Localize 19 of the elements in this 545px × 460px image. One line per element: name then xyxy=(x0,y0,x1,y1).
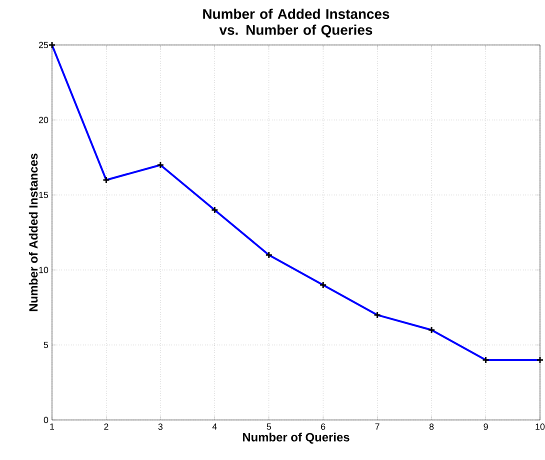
y-tick-label: 10 xyxy=(39,266,48,274)
x-tick-label: 5 xyxy=(266,424,272,430)
y-tick-label: 25 xyxy=(38,42,48,48)
x-tick-label: 8 xyxy=(429,424,434,430)
x-tick-label: 10 xyxy=(536,424,545,430)
y-tick-label: 20 xyxy=(38,116,48,124)
y-axis-title: Number of Added Instances xyxy=(28,154,38,312)
y-tick-label: 15 xyxy=(39,192,48,198)
x-axis-title: Number of Queries xyxy=(242,432,350,444)
x-tick-label: 1 xyxy=(50,424,54,430)
x-tick-label: 3 xyxy=(158,424,163,430)
x-tick-label: 4 xyxy=(212,424,217,430)
y-tick-label: 0 xyxy=(44,416,48,424)
x-tick-label: 7 xyxy=(375,424,380,430)
y-tick-label: 5 xyxy=(44,342,48,348)
x-tick-label: 2 xyxy=(104,424,108,430)
chart-title: Number of Added Instances vs. Number of Queries xyxy=(203,8,390,38)
x-tick-label: 9 xyxy=(484,424,488,430)
x-tick-label: 6 xyxy=(321,424,326,430)
